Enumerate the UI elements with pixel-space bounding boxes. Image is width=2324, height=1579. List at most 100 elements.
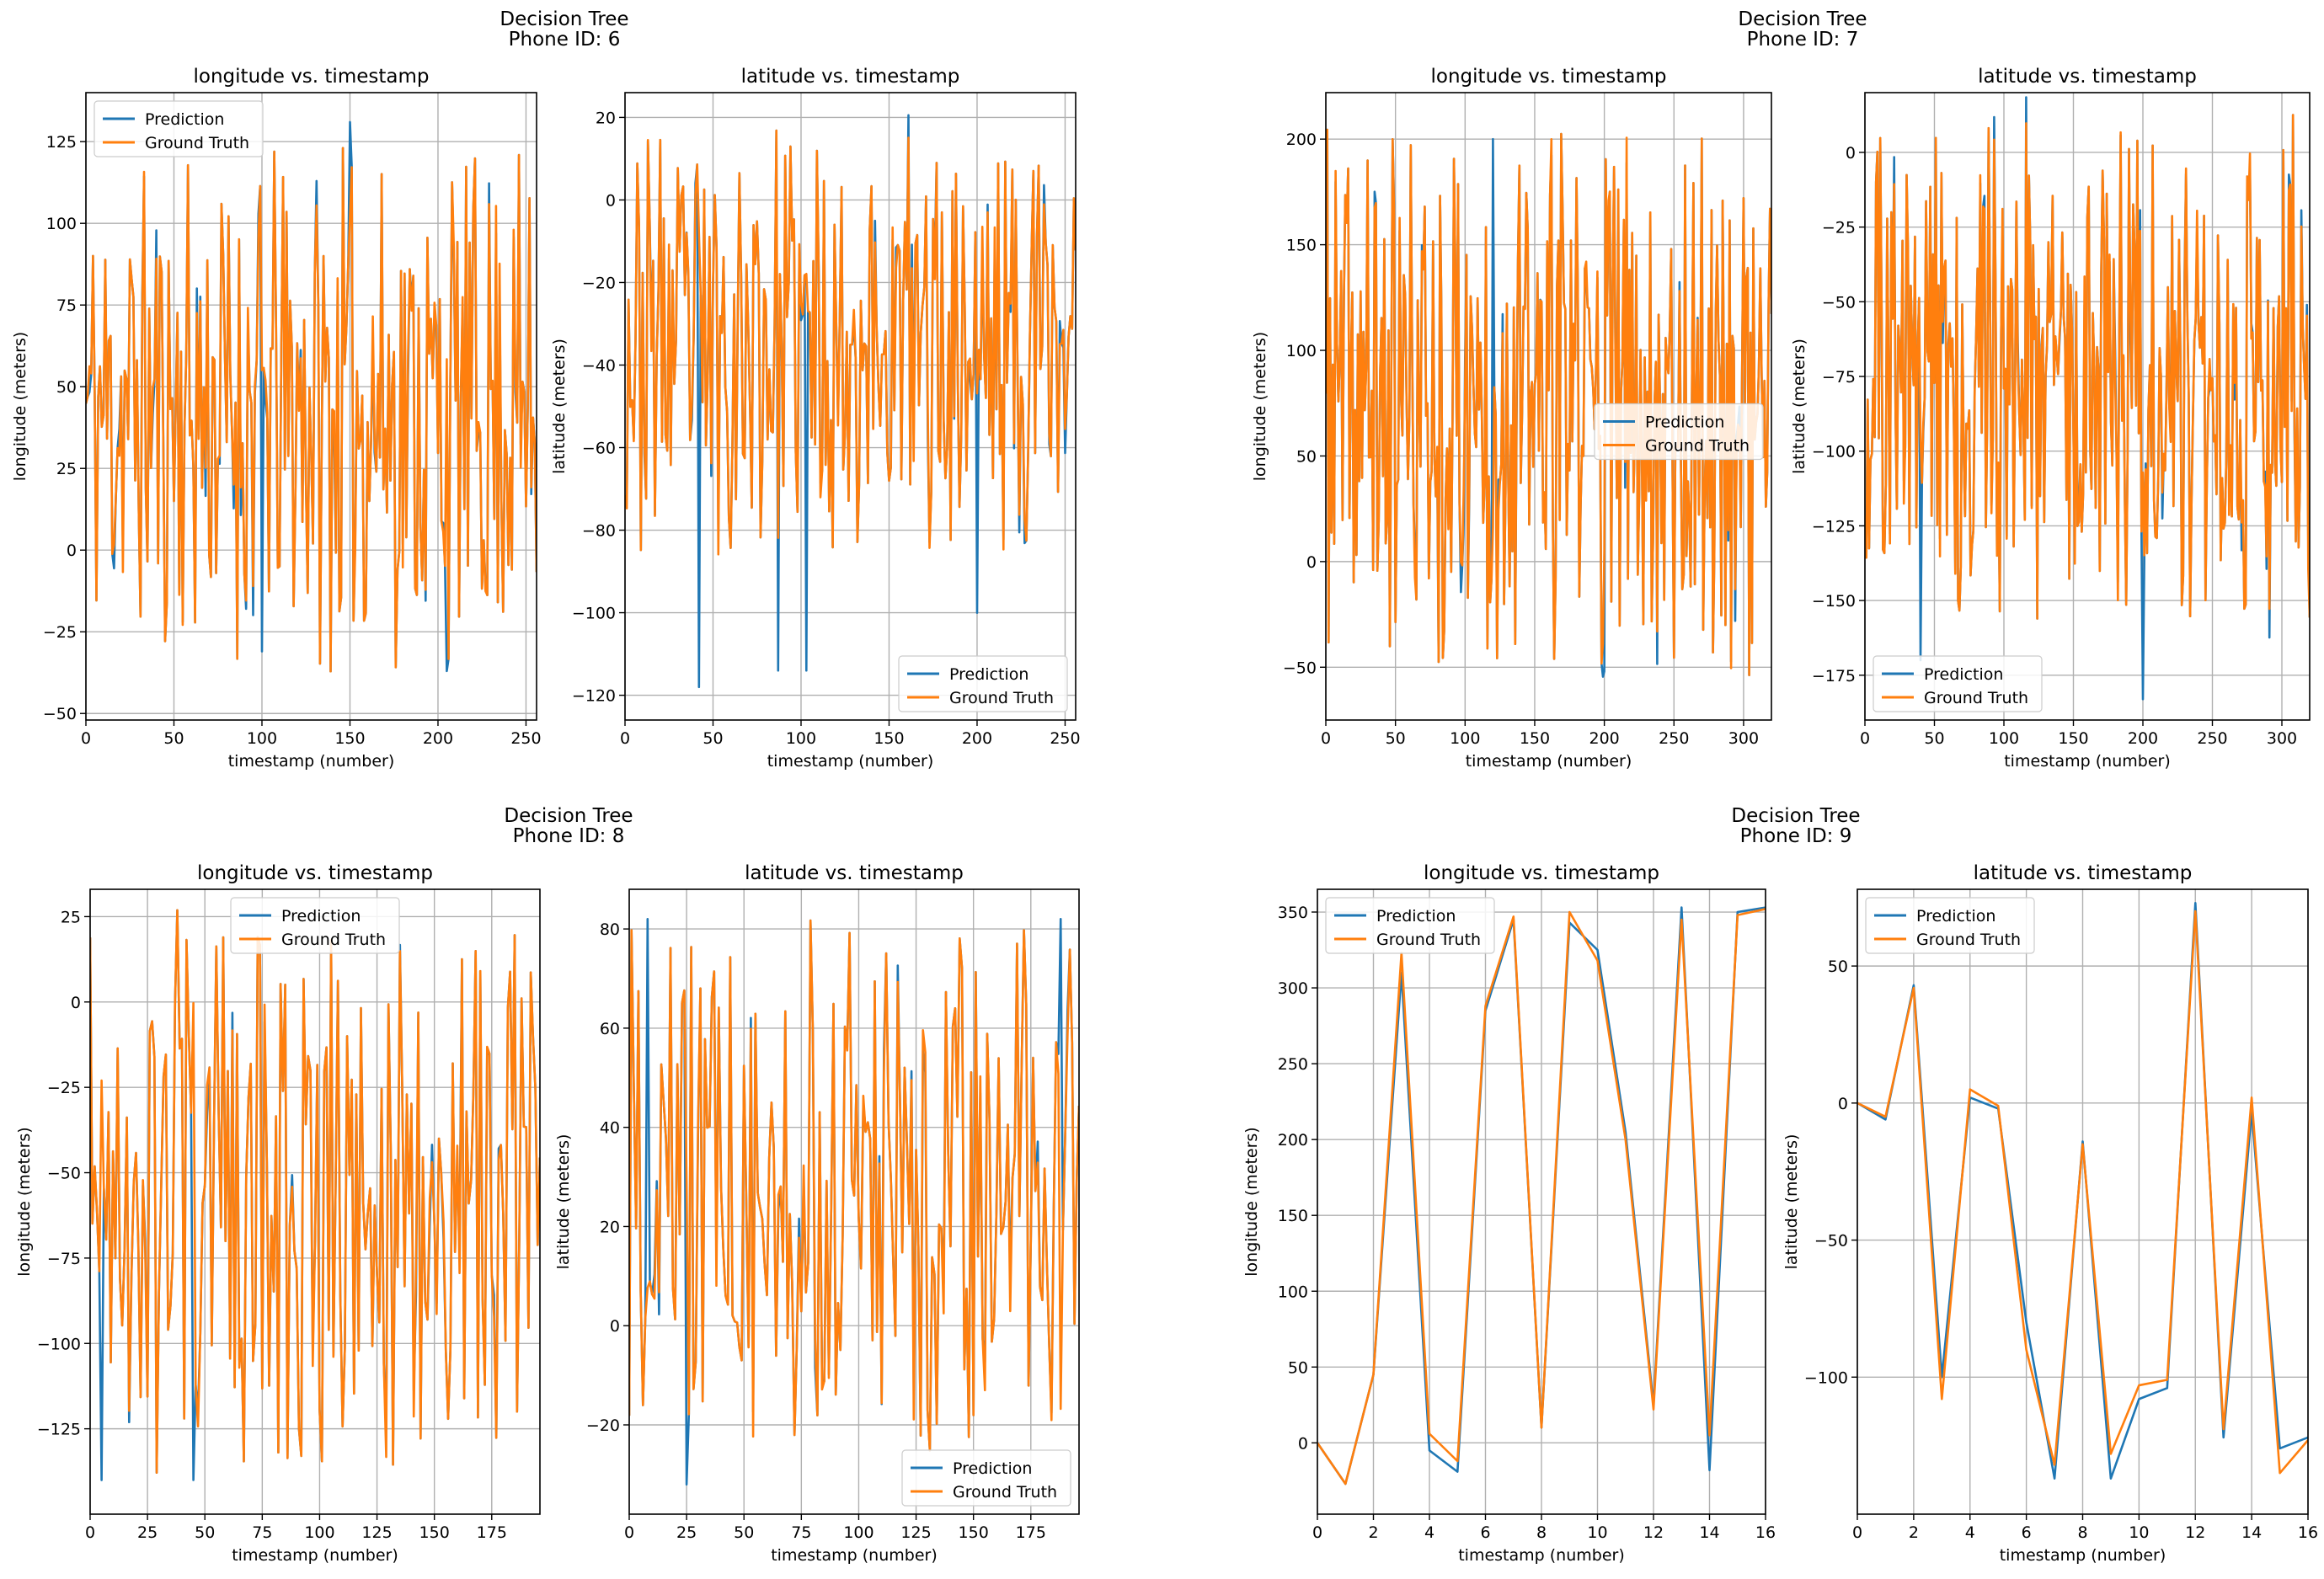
y-tick-label: 0 [1838, 1095, 1848, 1113]
x-tick-label: 25 [137, 1523, 158, 1542]
series-line-ground-truth [1317, 908, 1766, 1486]
y-tick-label: 300 [1278, 979, 1308, 998]
y-tick-label: 20 [596, 109, 616, 127]
x-axis-label: timestamp (number) [767, 752, 934, 771]
y-tick-label: −20 [582, 274, 616, 292]
chart-title: longitude vs. timestamp [1431, 66, 1667, 88]
x-tick-label: 6 [1480, 1523, 1490, 1542]
axes-frame [1864, 92, 2311, 721]
y-tick-label: 0 [1846, 144, 1856, 163]
y-tick-label: 60 [600, 1020, 620, 1038]
x-tick-label: 8 [1536, 1523, 1547, 1542]
legend-label-prediction: Prediction [953, 1459, 1032, 1478]
x-tick-label: 125 [900, 1523, 931, 1542]
x-tick-label: 0 [85, 1523, 95, 1542]
y-tick-label: −125 [37, 1421, 81, 1439]
group-title: Decision Tree [504, 805, 633, 827]
y-axis-label: latitude (meters) [550, 339, 569, 474]
x-tick-label: 250 [1050, 729, 1080, 748]
x-tick-label: 200 [962, 729, 992, 748]
y-tick-label: −50 [47, 1165, 81, 1183]
legend-box [1325, 897, 1495, 954]
y-tick-label: 150 [1278, 1207, 1308, 1225]
x-tick-label: 175 [1016, 1523, 1046, 1542]
y-tick-label: 0 [67, 541, 77, 560]
x-tick-label: 200 [423, 729, 453, 748]
y-axis-label: longitude (meters) [1242, 1127, 1261, 1276]
x-tick-label: 0 [624, 1523, 634, 1542]
y-tick-label: 20 [600, 1218, 620, 1236]
x-axis-label: timestamp (number) [2004, 752, 2171, 771]
chart-panel: 0 25 50 75 100 125 150 175 −20 0 20 40 60 80 latitude … [554, 862, 1080, 1565]
x-tick-label: 50 [734, 1523, 754, 1542]
y-tick-label: −50 [1283, 659, 1317, 677]
series-line-ground-truth [1865, 114, 2310, 620]
legend-label-ground-truth: Ground Truth [145, 134, 249, 152]
series-line-ground-truth [629, 919, 1079, 1452]
x-tick-label: 150 [334, 729, 365, 748]
series-line-ground-truth [1326, 128, 1771, 676]
x-tick-label: 150 [874, 729, 904, 748]
legend-box [230, 897, 400, 954]
x-tick-label: 300 [1728, 729, 1759, 748]
y-tick-label: −60 [582, 440, 616, 458]
legend-label-ground-truth: Ground Truth [1376, 931, 1481, 949]
axes-frame [624, 92, 1077, 721]
y-tick-label: 200 [1278, 1131, 1308, 1150]
x-tick-label: 10 [2129, 1523, 2149, 1542]
y-axis-label: longitude (meters) [1251, 332, 1269, 481]
legend-label-ground-truth: Ground Truth [1924, 689, 2028, 707]
group-title: Decision Tree [500, 8, 628, 30]
x-tick-label: 150 [2058, 729, 2088, 748]
x-tick-label: 250 [1659, 729, 1689, 748]
series-line-ground-truth [90, 909, 540, 1474]
group-title: Decision Tree [1731, 805, 1860, 827]
y-axis-label: latitude (meters) [554, 1134, 573, 1270]
y-tick-label: 0 [71, 994, 81, 1012]
y-tick-label: −175 [1812, 667, 1856, 685]
x-tick-label: 150 [1520, 729, 1550, 748]
x-axis-label: timestamp (number) [1458, 1546, 1625, 1565]
y-tick-label: 125 [46, 133, 77, 152]
legend: Prediction Ground Truth [1594, 403, 1764, 461]
x-tick-label: 0 [1312, 1523, 1322, 1542]
x-tick-label: 2 [1909, 1523, 1919, 1542]
x-tick-label: 175 [477, 1523, 507, 1542]
x-tick-label: 50 [163, 729, 184, 748]
y-tick-label: −100 [37, 1335, 81, 1353]
y-tick-label: 50 [1288, 1358, 1308, 1377]
series-line-ground-truth [86, 147, 537, 673]
legend-label-ground-truth: Ground Truth [949, 689, 1054, 707]
y-axis-label: longitude (meters) [15, 1127, 34, 1276]
x-tick-label: 0 [1860, 729, 1870, 748]
y-tick-label: −25 [43, 623, 77, 642]
y-tick-label: 40 [600, 1119, 620, 1138]
x-tick-label: 250 [510, 729, 541, 748]
y-tick-label: 0 [1306, 553, 1317, 572]
x-tick-label: 50 [1924, 729, 1944, 748]
y-tick-label: 100 [1278, 1283, 1308, 1301]
x-tick-label: 75 [791, 1523, 811, 1542]
y-tick-label: 0 [610, 1317, 620, 1336]
y-tick-label: 100 [46, 215, 77, 233]
y-tick-label: −75 [1822, 368, 1856, 387]
y-axis-label: longitude (meters) [11, 332, 29, 481]
chart-panel: 0 50 100 150 200 250 300 −175 −150 −125 −100 −75 −50… [1790, 66, 2311, 771]
x-tick-label: 100 [304, 1523, 334, 1542]
group-subtitle: Phone ID: 7 [1747, 29, 1859, 51]
chart-title: longitude vs. timestamp [194, 66, 430, 88]
y-tick-label: 50 [1828, 958, 1848, 976]
y-tick-label: −50 [1822, 293, 1856, 312]
chart-title: latitude vs. timestamp [1978, 66, 2197, 88]
y-tick-label: 25 [56, 460, 77, 478]
x-tick-label: 300 [2267, 729, 2297, 748]
x-tick-label: 0 [620, 729, 630, 748]
x-tick-label: 100 [1989, 729, 2019, 748]
group-subtitle: Phone ID: 8 [513, 825, 625, 847]
legend: Prediction Ground Truth [901, 1449, 1071, 1507]
chart-title: latitude vs. timestamp [741, 66, 960, 88]
y-axis-label: latitude (meters) [1790, 339, 1808, 474]
x-tick-label: 4 [1965, 1523, 1975, 1542]
y-tick-label: 0 [606, 191, 616, 210]
